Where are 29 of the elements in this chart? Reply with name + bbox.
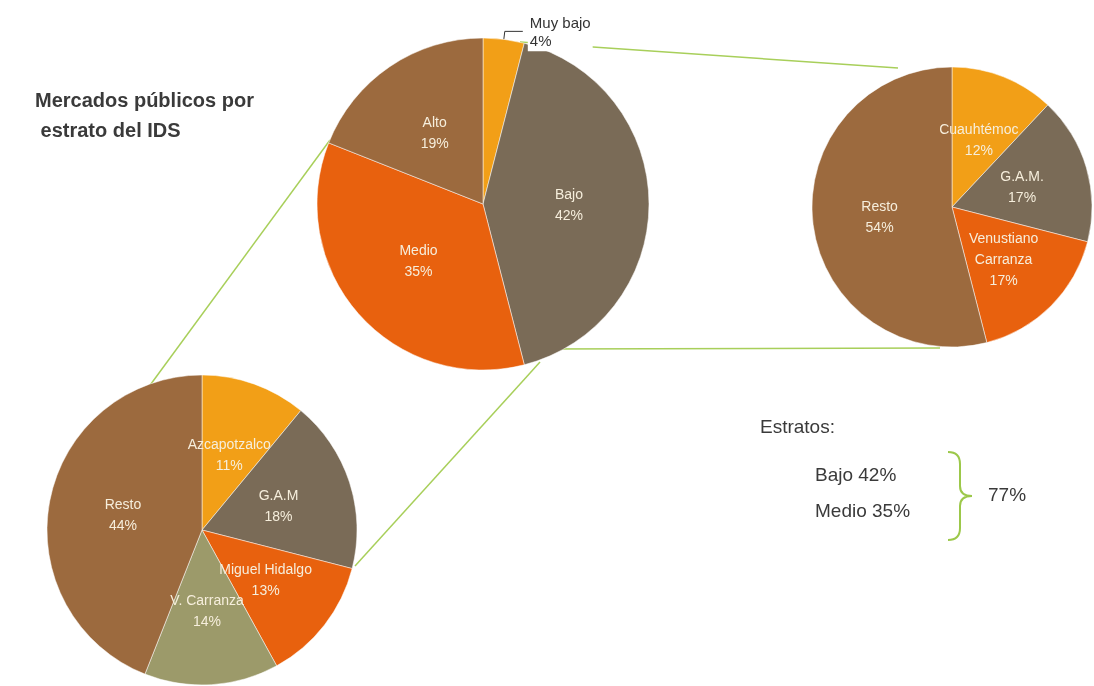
slice-label: Azcapotzalco [187, 435, 272, 452]
slice-label: G.A.M. [1000, 168, 1044, 185]
data-label: 17% [1008, 189, 1037, 206]
data-label: 14% [193, 612, 222, 629]
data-label: 4% [529, 31, 552, 49]
slice-label: Venustiano Carranza [968, 229, 1039, 267]
data-label: 11% [215, 456, 243, 473]
data-label: 18% [264, 507, 293, 524]
data-label: 13% [251, 581, 280, 598]
slice-label: Medio [399, 242, 438, 259]
slice-label: Cuauhtémoc [939, 120, 1019, 137]
data-label: 35% [404, 263, 433, 280]
slice-label: Muy bajo [529, 13, 591, 31]
slice-label: Resto [861, 197, 899, 214]
slice-label: Resto [104, 496, 142, 513]
data-label: 17% [989, 271, 1018, 288]
data-label: 19% [420, 135, 449, 152]
slice-label: Bajo [554, 185, 584, 202]
data-label: 12% [964, 141, 993, 158]
slice-label: Alto [422, 114, 447, 131]
slice-label: G.A.M [258, 486, 299, 503]
data-label: 42% [554, 206, 584, 223]
text: Estratos: [760, 416, 835, 438]
text: Bajo 42% [815, 464, 897, 486]
text: Medio 35% [815, 500, 911, 522]
data-label: 44% [108, 517, 137, 534]
data-label: 54% [865, 218, 894, 235]
text: Mercados públicos por estrato del IDS [35, 89, 255, 141]
text: 77% [988, 484, 1027, 506]
